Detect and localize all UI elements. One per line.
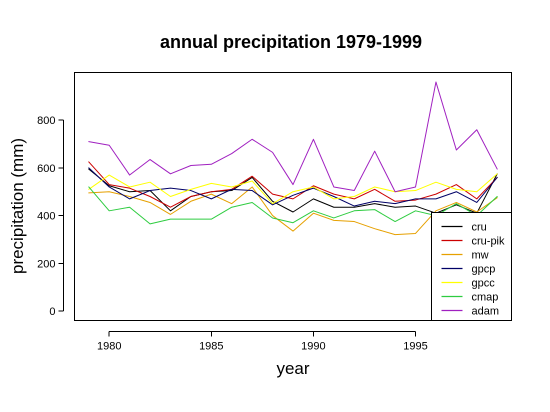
series-line-cru [88, 168, 498, 214]
chart-title: annual precipitation 1979-1999 [160, 32, 422, 52]
series-line-cru-pik [88, 161, 498, 208]
x-tick-label-1980: 1980 [97, 341, 121, 353]
y-tick-label-0: 0 [49, 306, 55, 318]
y-tick-label-600: 600 [37, 163, 55, 175]
legend-label-gpcc: gpcc [472, 278, 496, 290]
series-line-mw [88, 186, 498, 236]
legend: cru cru-pik mw gpcp gpcc cmap adam [431, 212, 512, 321]
series-line-gpcp [88, 167, 498, 207]
series-layer [88, 81, 498, 236]
legend-label-cru: cru [472, 222, 487, 234]
y-tick-label-800: 800 [37, 115, 55, 127]
legend-label-adam: adam [472, 306, 500, 318]
series-line-adam [88, 81, 498, 193]
y-tick-label-400: 400 [37, 211, 55, 223]
series-line-gpcc [88, 173, 498, 205]
axes-layer: 1980 1985 1990 1995 0 200 400 600 800 [37, 115, 428, 352]
x-tick-label-1985: 1985 [199, 341, 223, 353]
legend-label-cmap: cmap [472, 292, 499, 304]
legend-label-mw: mw [472, 250, 489, 262]
legend-items: cru cru-pik mw gpcp gpcc cmap adam [441, 222, 506, 318]
x-axis-title: year [276, 359, 309, 378]
x-tick-label-1990: 1990 [301, 341, 325, 353]
x-tick-label-1995: 1995 [403, 341, 427, 353]
legend-box [431, 212, 512, 321]
series-line-cmap [88, 186, 498, 225]
legend-label-cru-pik: cru-pik [472, 236, 506, 248]
legend-label-gpcp: gpcp [472, 264, 496, 276]
y-tick-label-200: 200 [37, 258, 55, 270]
y-axis-title: precipitation (mm) [8, 138, 27, 274]
plot-frame [74, 72, 512, 321]
